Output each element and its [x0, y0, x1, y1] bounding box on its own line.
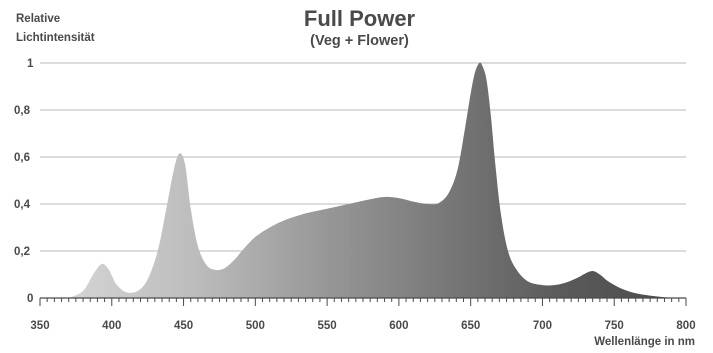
y-tick-label: 1 — [27, 58, 34, 70]
x-tick-label: 650 — [461, 320, 480, 332]
y-tick-label: 0,4 — [14, 199, 31, 211]
chart-title-block: Full Power (Veg + Flower) — [287, 6, 432, 50]
x-tick-label: 800 — [676, 320, 695, 332]
y-tick-label: 0 — [27, 293, 33, 305]
x-tick-label: 600 — [389, 320, 408, 332]
y-axis-title-line1: Relative — [16, 13, 61, 25]
x-tick-label: 750 — [605, 320, 624, 332]
spectrum-area — [68, 62, 686, 298]
axis-layer — [39, 297, 687, 306]
x-tick-label: 550 — [318, 320, 337, 332]
y-tick-label: 0,2 — [14, 246, 30, 258]
x-tick-label: 700 — [533, 320, 552, 332]
y-tick-label: 0,6 — [14, 152, 30, 164]
x-tick-label: 500 — [246, 320, 265, 332]
x-tick-label: 450 — [174, 320, 193, 332]
x-axis-title: Wellenlänge in nm — [594, 336, 695, 348]
x-tick-label: 400 — [102, 320, 121, 332]
chart-subtitle: (Veg + Flower) — [310, 33, 409, 49]
y-axis-title: Relative Lichtintensität — [16, 10, 95, 48]
area-layer — [68, 62, 686, 298]
y-axis-title-line2: Lichtintensität — [16, 32, 95, 44]
y-tick-label: 0,8 — [14, 105, 31, 117]
label-layer: 0 0,2 0,4 0,6 0,8 1 350 400 450 500 550 600 650 700 75… — [14, 58, 696, 332]
x-tick-label: 350 — [30, 320, 49, 332]
chart-title: Full Power — [303, 6, 416, 31]
